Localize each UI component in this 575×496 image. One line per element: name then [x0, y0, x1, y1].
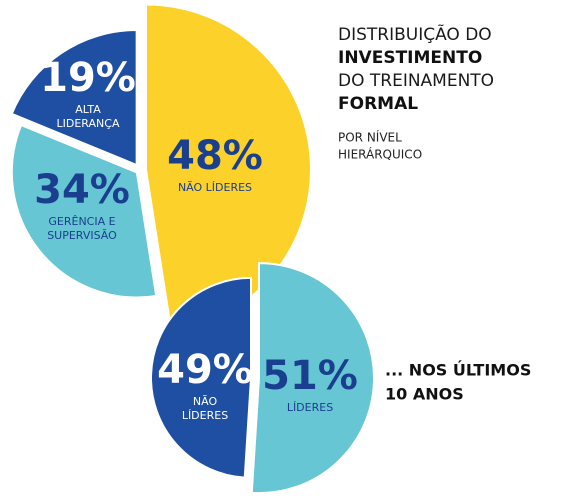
title: DISTRIBUIÇÃO DO INVESTIMENTO DO TREINAME… — [338, 23, 494, 162]
category-label: NÃO — [193, 395, 218, 408]
title-line: INVESTIMENTO — [338, 48, 482, 68]
pie-slice — [150, 276, 253, 479]
annotation-line: ... NOS ÚLTIMOS — [385, 361, 531, 380]
title-line: DISTRIBUIÇÃO DO — [338, 23, 492, 45]
category-label: LÍDERES — [182, 409, 228, 422]
title-line: FORMAL — [338, 94, 418, 114]
value-label: 34% — [34, 167, 130, 213]
subtitle-line: HIERÁRQUICO — [338, 147, 422, 162]
title-line: DO TREINAMENTO — [338, 71, 494, 91]
value-label: 19% — [40, 55, 136, 101]
subtitle-line: POR NÍVEL — [338, 130, 402, 145]
category-label: LIDERANÇA — [57, 117, 120, 130]
category-label: GERÊNCIA E — [48, 215, 115, 228]
value-label: 49% — [157, 347, 253, 393]
category-label: LÍDERES — [287, 401, 333, 414]
value-label: 48% — [167, 133, 263, 179]
value-label: 51% — [262, 353, 358, 399]
category-label: ALTA — [75, 103, 101, 116]
pie-slice — [250, 262, 375, 495]
pie-slice — [10, 123, 158, 299]
category-label: NÃO LÍDERES — [178, 181, 252, 194]
category-label: SUPERVISÃO — [47, 229, 117, 242]
pie-slice — [10, 29, 138, 167]
annotation-line: 10 ANOS — [385, 385, 464, 404]
